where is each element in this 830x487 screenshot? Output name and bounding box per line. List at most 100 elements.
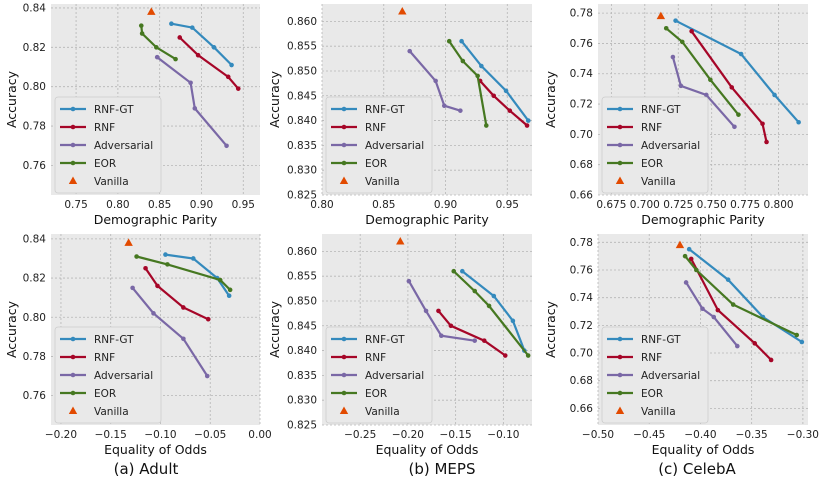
legend-point-eor bbox=[341, 160, 347, 166]
x-axis-label: Demographic Parity bbox=[365, 212, 489, 227]
chart-panel-1: 0.75 0.80 0.85 0.90 0.95 0.76 0.78 0.80 0.82 0.84… bbox=[4, 2, 260, 227]
data-point-eor bbox=[483, 123, 489, 128]
data-point-rnf-gt bbox=[229, 62, 234, 68]
data-point-adversarial bbox=[204, 373, 210, 379]
legend-label-vanilla: Vanilla bbox=[365, 176, 400, 188]
y-tick-label: 0.66 bbox=[570, 190, 594, 202]
legend-label-rnf: RNF bbox=[365, 122, 386, 134]
chart-panel-6: −0.50 −0.45 −0.40 −0.35 −0.30 0.66 0.68 0.70 0.7… bbox=[543, 234, 819, 457]
data-point-rnf bbox=[448, 323, 454, 329]
legend-point-rnf-gt bbox=[70, 106, 76, 112]
y-tick-label: 0.84 bbox=[23, 2, 47, 14]
data-point-adversarial bbox=[181, 336, 186, 342]
y-tick-label: 0.860 bbox=[287, 246, 317, 258]
x-tick-label: 0.750 bbox=[697, 199, 727, 211]
x-tick-label: −0.35 bbox=[736, 429, 768, 441]
legend-point-rnf-gt bbox=[70, 336, 76, 342]
data-point-adversarial bbox=[407, 48, 413, 54]
legend-point-rnf bbox=[70, 124, 76, 130]
data-point-eor bbox=[475, 73, 480, 79]
data-point-rnf bbox=[491, 93, 497, 99]
y-tick-label: 0.78 bbox=[570, 237, 593, 249]
y-tick-label: 0.82 bbox=[23, 42, 46, 54]
data-point-rnf bbox=[155, 283, 160, 289]
data-point-adversarial bbox=[711, 314, 717, 320]
x-axis-label: Equality of Odds bbox=[652, 442, 755, 457]
series-line-adversarial bbox=[408, 50, 461, 112]
series-line-rnf bbox=[690, 258, 772, 361]
series-line-rnf bbox=[178, 36, 240, 90]
x-tick-label: 0.800 bbox=[764, 199, 794, 211]
legend-point-rnf-gt bbox=[617, 106, 623, 112]
data-point-eor bbox=[134, 254, 139, 259]
legend-label-eor: EOR bbox=[94, 158, 116, 170]
series-line-eor bbox=[452, 270, 530, 357]
y-tick-label: 0.830 bbox=[287, 395, 317, 407]
y-tick-label: 0.78 bbox=[23, 351, 46, 363]
data-point-rnf-gt bbox=[510, 318, 516, 324]
x-tick-label: 0.700 bbox=[630, 199, 660, 211]
y-tick-label: 0.70 bbox=[570, 129, 593, 141]
legend-point-adversarial bbox=[341, 372, 347, 378]
legend-label-rnf: RNF bbox=[94, 352, 115, 364]
legend-marker-vanilla bbox=[339, 176, 349, 184]
legend-label-vanilla: Vanilla bbox=[94, 406, 129, 418]
data-point-eor bbox=[486, 303, 492, 309]
legend-point-rnf bbox=[617, 124, 623, 130]
data-point-rnf bbox=[764, 139, 769, 145]
x-tick-label: 0.80 bbox=[106, 199, 129, 211]
series-line-eor bbox=[684, 255, 798, 336]
x-tick-label: −0.40 bbox=[684, 429, 716, 441]
legend-marker-vanilla bbox=[615, 176, 625, 184]
legend-point-rnf-gt bbox=[617, 336, 623, 342]
data-point-rnf-gt bbox=[796, 119, 801, 125]
data-point-adversarial bbox=[683, 280, 689, 285]
data-point-eor bbox=[138, 23, 144, 28]
legend-label-vanilla: Vanilla bbox=[94, 176, 129, 188]
y-tick-label: 0.840 bbox=[287, 115, 317, 127]
series-line-adversarial bbox=[407, 280, 475, 342]
legend-point-eor bbox=[617, 160, 623, 166]
data-point-rnf bbox=[760, 121, 765, 127]
legend-label-adversarial: Adversarial bbox=[365, 140, 424, 152]
x-tick-label: 0.80 bbox=[310, 199, 333, 211]
data-point-adversarial bbox=[678, 83, 684, 89]
legend-label-adversarial: Adversarial bbox=[365, 370, 424, 382]
data-point-adversarial bbox=[406, 278, 412, 284]
y-tick-label: 0.68 bbox=[570, 159, 593, 171]
data-point-adversarial bbox=[433, 78, 438, 84]
data-point-rnf bbox=[729, 85, 735, 90]
legend-label-vanilla: Vanilla bbox=[641, 406, 676, 418]
legend-label-rnf: RNF bbox=[94, 122, 115, 134]
legend-label-eor: EOR bbox=[365, 158, 387, 170]
vanilla-marker bbox=[396, 236, 405, 245]
legend-label-rnf-gt: RNF-GT bbox=[641, 334, 681, 346]
y-tick-label: 0.76 bbox=[23, 160, 47, 172]
x-tick-label: −0.10 bbox=[487, 429, 519, 441]
series-line-eor bbox=[448, 40, 488, 126]
data-point-rnf-gt bbox=[459, 38, 464, 44]
data-point-rnf bbox=[177, 35, 183, 40]
x-tick-label: 0.675 bbox=[596, 199, 626, 211]
data-point-rnf-gt bbox=[211, 45, 217, 50]
x-tick-label: 0.725 bbox=[663, 199, 693, 211]
chart-panel-5: −0.25 −0.20 −0.15 −0.10 0.825 0.830 0.835 0.840… bbox=[267, 234, 532, 457]
legend-point-rnf bbox=[70, 354, 76, 360]
data-point-eor bbox=[663, 25, 669, 31]
data-point-rnf-gt bbox=[163, 252, 168, 257]
data-point-eor bbox=[794, 332, 800, 338]
data-point-rnf-gt bbox=[738, 51, 744, 57]
data-point-adversarial bbox=[700, 306, 705, 312]
series-line-adversarial bbox=[685, 281, 739, 347]
data-point-rnf bbox=[715, 307, 721, 313]
series-line-rnf-gt bbox=[165, 253, 231, 297]
data-point-eor bbox=[154, 45, 159, 50]
y-tick-label: 0.66 bbox=[570, 403, 594, 415]
series-line-rnf-gt bbox=[171, 22, 233, 66]
y-tick-label: 0.76 bbox=[570, 264, 594, 276]
series-line-rnf-gt bbox=[688, 248, 803, 343]
y-tick-label: 0.84 bbox=[23, 233, 47, 245]
data-point-eor bbox=[472, 288, 478, 294]
data-point-rnf-gt bbox=[799, 339, 805, 345]
